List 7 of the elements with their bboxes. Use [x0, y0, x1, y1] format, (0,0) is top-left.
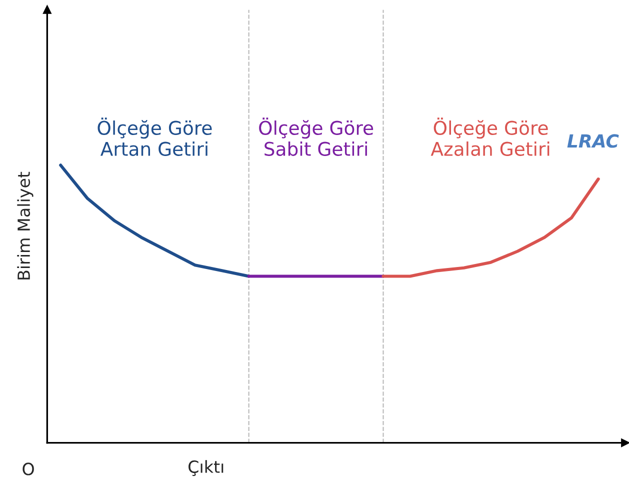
text: LRAC [567, 134, 619, 148]
x-axis-title: Çıktı [188, 460, 224, 476]
y-axis-title: Birim Maliyet [17, 172, 34, 280]
text: O [22, 462, 34, 476]
text: Ölçeğe Göre Azalan Getiri [430, 118, 550, 156]
text: Ölçeğe Göre Sabit Getiri [259, 118, 374, 156]
series-label: Ölçeğe Göre Artan Getiri [98, 118, 212, 156]
